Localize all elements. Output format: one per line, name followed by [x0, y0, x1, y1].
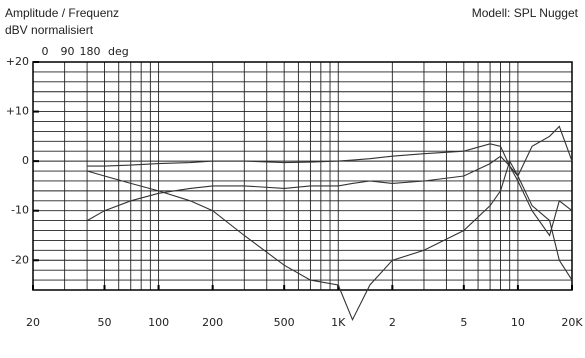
y-tick-label: +20	[6, 55, 29, 68]
y-tick-label: 0	[22, 154, 29, 167]
series-line	[87, 125, 573, 178]
x-tick-label: 5	[460, 316, 467, 329]
x-tick-label: 50	[97, 316, 111, 329]
chart-subtitle: Modell: SPL Nugget	[472, 6, 579, 20]
x-tick-label: 500	[274, 316, 295, 329]
x-tick-label: 200	[202, 316, 223, 329]
x-tick-label: 100	[148, 316, 169, 329]
phase-unit: deg	[108, 45, 129, 58]
series-line	[86, 155, 573, 237]
x-tick-label: 2	[389, 316, 396, 329]
chart-title: Amplitude / Frequenz	[5, 6, 119, 20]
phase-tick-label: 0	[42, 45, 49, 58]
phase-tick-label: 180	[80, 45, 101, 58]
y-axis-label: dBV normalisiert	[5, 23, 94, 37]
x-tick-label: 10	[511, 316, 525, 329]
x-tick-label: 20K	[561, 316, 583, 329]
y-tick-label: -20	[11, 253, 29, 266]
y-tick-label: -10	[11, 204, 29, 217]
plot-frame	[32, 61, 573, 291]
series-line	[86, 159, 573, 322]
phase-tick-label: 90	[61, 45, 75, 58]
x-tick-label: 20	[26, 316, 40, 329]
x-tick-label: 1K	[331, 316, 346, 329]
y-tick-label: +10	[6, 105, 29, 118]
